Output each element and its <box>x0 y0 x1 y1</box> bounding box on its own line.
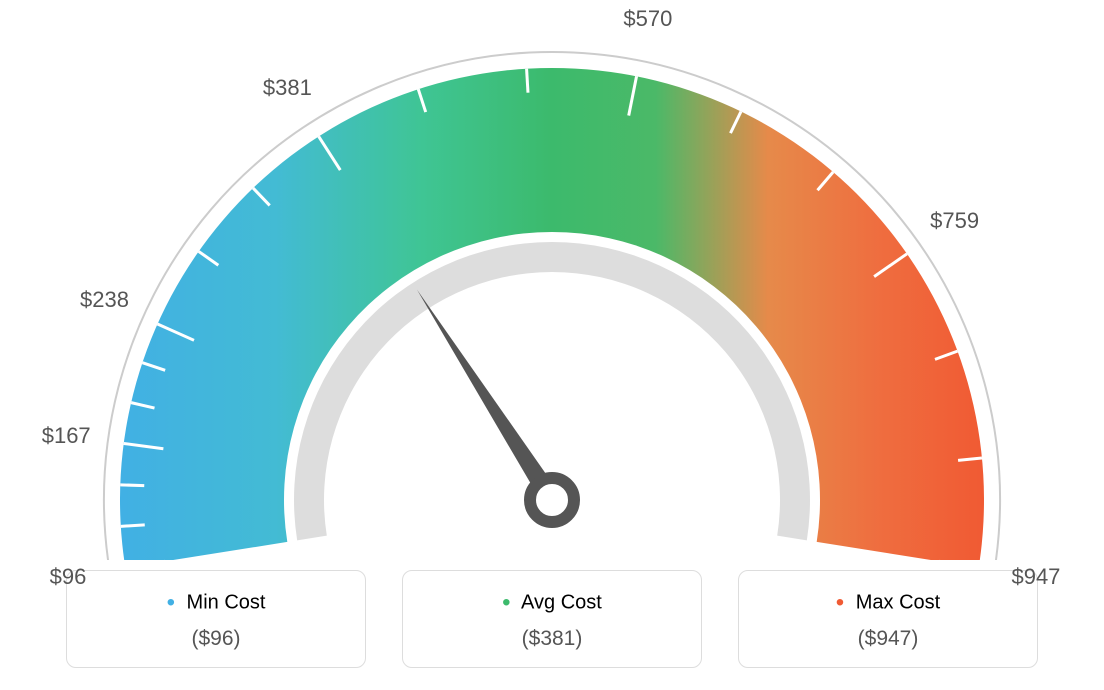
legend-row: • Min Cost ($96) • Avg Cost ($381) • Max… <box>0 570 1104 668</box>
tick-label: $167 <box>42 423 91 449</box>
dot-icon: • <box>502 589 510 616</box>
tick-label: $381 <box>263 75 312 101</box>
tick-label: $96 <box>50 564 87 590</box>
tick-label: $759 <box>930 208 979 234</box>
legend-title-text: Avg Cost <box>521 591 602 613</box>
legend-title: • Min Cost <box>67 589 365 617</box>
gauge-svg <box>0 0 1104 560</box>
gauge-tick <box>121 525 145 526</box>
legend-value: ($96) <box>67 627 365 651</box>
tick-label: $238 <box>80 287 129 313</box>
cost-gauge-container: $96 $167 $238 $381 $570 $759 $947 • Min Cost (… <box>0 0 1104 690</box>
legend-title: • Max Cost <box>739 589 1037 617</box>
legend-max-cost: • Max Cost ($947) <box>738 570 1038 668</box>
legend-title-text: Min Cost <box>187 591 266 613</box>
legend-min-cost: • Min Cost ($96) <box>66 570 366 668</box>
tick-label: $570 <box>623 6 672 32</box>
gauge-tick <box>120 485 144 486</box>
gauge-area: $96$167$238$381$570$759$947 <box>0 0 1104 560</box>
legend-title: • Avg Cost <box>403 589 701 617</box>
dot-icon: • <box>836 589 844 616</box>
gauge-tick <box>527 69 528 93</box>
legend-value: ($947) <box>739 627 1037 651</box>
gauge-needle <box>417 290 560 506</box>
legend-value: ($381) <box>403 627 701 651</box>
needle-hub <box>530 478 574 522</box>
dot-icon: • <box>167 589 175 616</box>
legend-title-text: Max Cost <box>856 591 940 613</box>
legend-avg-cost: • Avg Cost ($381) <box>402 570 702 668</box>
tick-label: $947 <box>1011 564 1060 590</box>
